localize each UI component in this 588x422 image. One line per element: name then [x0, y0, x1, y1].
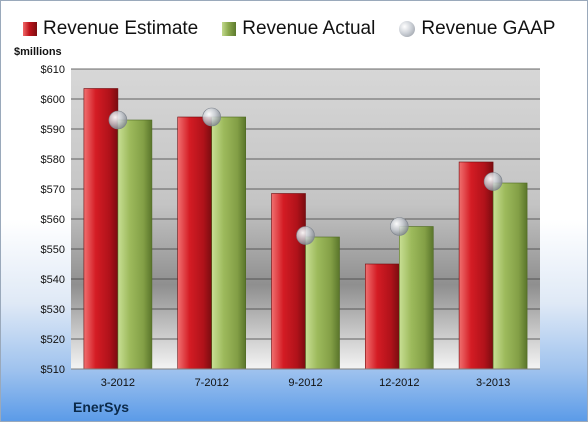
x-axis-ticks: 3-2012 7-2012 9-2012 12-2012 3-2013	[101, 377, 510, 389]
revenue-actual-bar	[398, 226, 434, 370]
revenue-gaap-marker	[296, 226, 315, 245]
revenue-estimate-bar	[271, 193, 306, 370]
revenue-estimate-bar	[458, 161, 494, 370]
y-axis-ticks: $510 $520 $530 $540 $550 $560 $570 $580 $590 $600…	[41, 64, 65, 376]
revenue-gaap-marker	[202, 107, 221, 127]
y-tick-label: $520	[41, 334, 65, 346]
revenue-gaap-marker	[483, 172, 503, 191]
revenue-actual-bar	[211, 116, 246, 370]
bars	[83, 88, 528, 370]
x-tick-label: 3-2013	[476, 377, 510, 389]
x-tick-label: 12-2012	[379, 377, 419, 389]
x-tick-label: 9-2012	[288, 377, 322, 389]
legend-item-revenue-actual: Revenue Actual	[222, 18, 375, 40]
y-tick-label: $510	[41, 364, 65, 376]
y-tick-label: $590	[41, 124, 65, 136]
y-tick-label: $580	[41, 154, 65, 166]
revenue-estimate-bar	[364, 263, 400, 370]
legend-item-revenue-estimate: Revenue Estimate	[23, 18, 198, 40]
revenue-actual-bar	[117, 119, 153, 370]
revenue-gaap-marker	[389, 217, 409, 236]
legend-label-revenue-actual: Revenue Actual	[242, 18, 376, 39]
company-name: EnerSys	[73, 399, 130, 415]
revenue-estimate-bar	[83, 88, 119, 370]
revenue-gaap-swatch	[399, 21, 416, 37]
y-axis-unit-label: $millions	[14, 46, 62, 58]
revenue-estimate-bar	[177, 116, 212, 370]
gaap-markers	[108, 107, 503, 245]
revenue-estimate-swatch	[23, 22, 37, 36]
y-tick-label: $550	[41, 244, 65, 256]
legend: Revenue Estimate Revenue Actual Revenue …	[23, 16, 555, 42]
legend-label-revenue-estimate: Revenue Estimate	[43, 18, 199, 39]
y-tick-label: $600	[41, 94, 65, 106]
revenue-actual-bar	[492, 182, 528, 370]
x-tick-label: 3-2012	[101, 377, 135, 389]
y-tick-label: $540	[41, 274, 65, 286]
y-tick-label: $530	[41, 304, 65, 316]
revenue-actual-swatch	[222, 22, 237, 36]
y-tick-label: $570	[41, 184, 65, 196]
legend-label-revenue-gaap: Revenue GAAP	[421, 18, 556, 39]
x-tick-label: 7-2012	[195, 377, 229, 389]
revenue-gaap-marker	[108, 110, 128, 130]
legend-item-revenue-gaap: Revenue GAAP	[399, 18, 555, 40]
y-tick-label: $560	[41, 214, 65, 226]
y-tick-label: $610	[41, 64, 65, 76]
revenue-actual-bar	[305, 236, 340, 370]
